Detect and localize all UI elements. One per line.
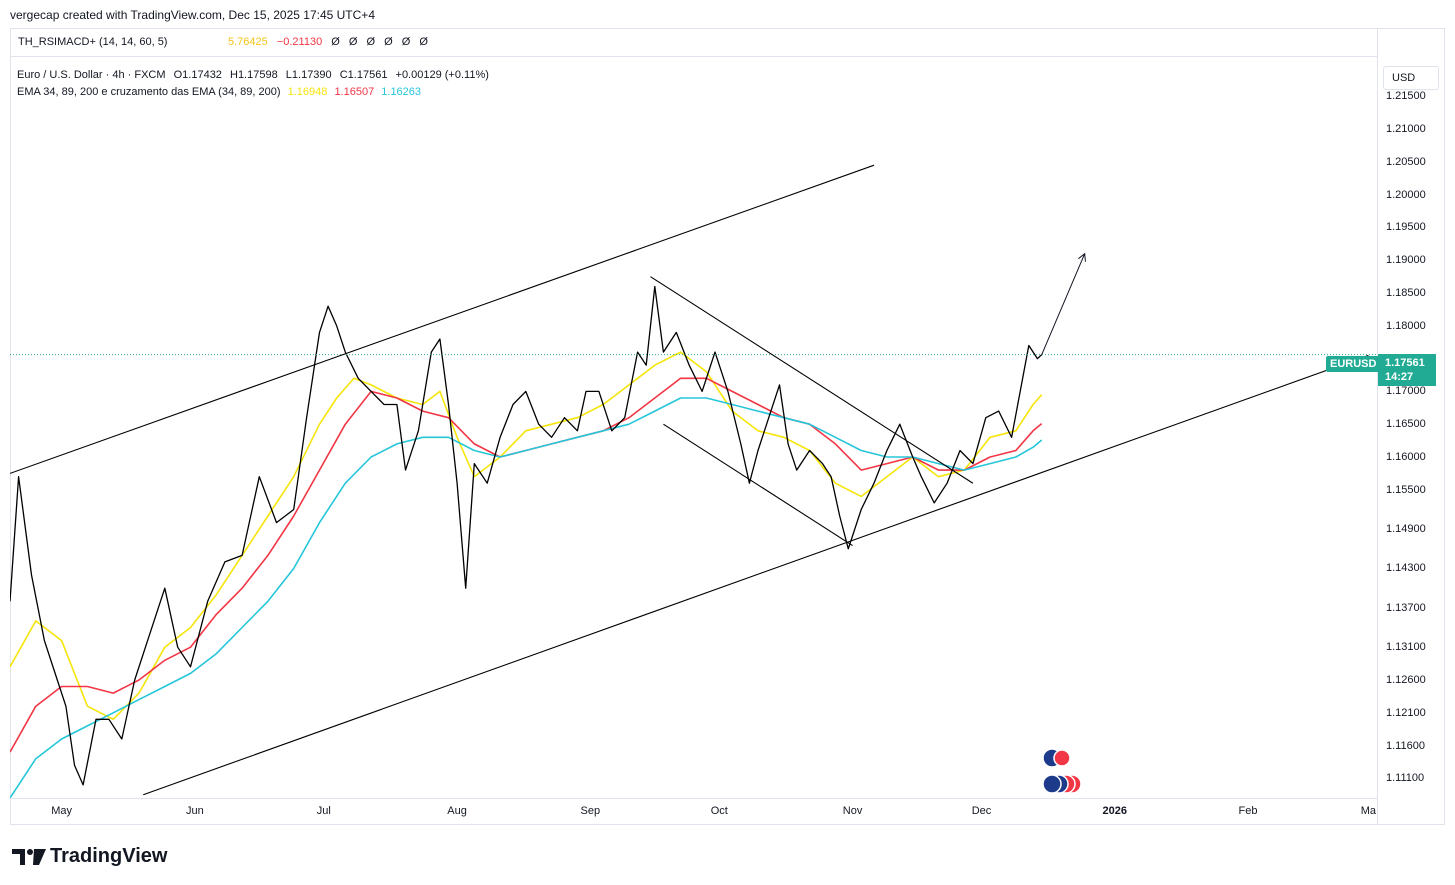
price-tick-label: 1.17000 — [1386, 385, 1426, 398]
indicator-zero: Ø — [401, 36, 411, 48]
attribution: vergecap created with TradingView.com, D… — [10, 8, 375, 22]
price-tick-label: 1.16500 — [1386, 418, 1426, 431]
ema-legend: EMA 34, 89, 200 e cruzamento das EMA (34… — [17, 86, 425, 98]
ohlc-open: O1.17432 — [173, 69, 222, 81]
time-tick-label: Jun — [185, 805, 204, 817]
series-line-eurusd — [10, 285, 1043, 786]
price-tick-label: 1.14900 — [1386, 523, 1426, 536]
price-tick-label: 1.18000 — [1386, 319, 1426, 332]
event-markers — [1041, 252, 1086, 794]
price-tick-label: 1.12600 — [1386, 673, 1426, 686]
time-tick-label: Feb — [1238, 805, 1258, 817]
price-tick-label: 1.15500 — [1386, 483, 1426, 496]
indicator-zero: Ø — [419, 36, 428, 48]
indicator-value-2: −0.21130 — [276, 36, 323, 48]
bar-countdown: 14:27 — [1385, 371, 1414, 383]
series-line-ema-200 — [10, 397, 1043, 798]
price-tick-label: 1.12100 — [1386, 706, 1426, 719]
price-tick-label: 1.19500 — [1386, 221, 1426, 234]
time-tick-label: Aug — [447, 805, 467, 817]
price-tick-label: 1.11600 — [1386, 739, 1425, 752]
series-line-ema-34 — [10, 351, 1043, 721]
tradingview-logo-text: TradingView — [50, 845, 168, 867]
ohlc-close: C1.17561 — [339, 69, 388, 81]
tradingview-logo[interactable]: TradingView — [12, 845, 167, 868]
time-tick-label: Oct — [710, 805, 728, 817]
price-tick-label: 1.21000 — [1386, 123, 1426, 136]
price-axis-border — [1377, 28, 1378, 825]
ohlc-low: L1.17390 — [285, 69, 332, 81]
price-tick-label: 1.13700 — [1386, 601, 1426, 614]
ema89-value: 1.16507 — [334, 86, 375, 98]
time-tick-label: 2026 — [1102, 805, 1128, 817]
price-tick-label: 1.20000 — [1386, 188, 1426, 201]
indicator-values: 5.76425 −0.21130 Ø Ø Ø Ø Ø Ø — [228, 36, 434, 48]
ema-label[interactable]: EMA 34, 89, 200 e cruzamento das EMA (34… — [17, 86, 281, 98]
price-tick-label: 1.19000 — [1386, 254, 1426, 267]
projection-arrow[interactable] — [1041, 253, 1086, 355]
tradingview-logo-icon — [12, 848, 46, 865]
ohlc-high: H1.17598 — [230, 69, 278, 81]
trendline-flag-lower[interactable] — [663, 423, 853, 546]
price-tick-label: 1.11100 — [1386, 772, 1425, 785]
price-tick-label: 1.21500 — [1386, 90, 1426, 103]
economic-event-icon[interactable] — [1042, 774, 1062, 794]
us-flag-icon[interactable] — [1053, 749, 1071, 767]
price-tick-label: 1.14300 — [1386, 562, 1426, 575]
series-layer — [10, 285, 1043, 798]
symbol-price-tag: EURUSD — [1326, 356, 1381, 372]
indicator-zero: Ø — [366, 36, 376, 48]
last-price-value: 1.17561 — [1385, 357, 1425, 369]
time-tick-label: Nov — [842, 805, 863, 817]
indicator-zero: Ø — [384, 36, 393, 48]
projection-arrow-head — [1078, 252, 1086, 262]
time-tick-label: Sep — [580, 805, 601, 817]
series-line-ema-89 — [10, 377, 1043, 753]
chart-pane[interactable] — [10, 28, 1445, 825]
symbol-title[interactable]: Euro / U.S. Dollar · 4h · FXCM — [17, 69, 166, 81]
price-tick-label: 1.20500 — [1386, 155, 1426, 168]
ema200-value: 1.16263 — [381, 86, 422, 98]
trendline-channel-upper[interactable] — [10, 164, 875, 474]
indicator-zero: Ø — [348, 36, 358, 48]
trendline-channel-lower[interactable] — [143, 354, 1369, 796]
ohlc-change: +0.00129 (+0.11%) — [395, 69, 489, 81]
last-price-tag: 1.17561 14:27 — [1378, 354, 1436, 386]
drawings-layer — [10, 164, 1377, 796]
symbol-legend: Euro / U.S. Dollar · 4h · FXCM O1.17432 … — [17, 69, 494, 81]
price-tick-label: 1.16000 — [1386, 451, 1426, 463]
price-tick-label: 1.18500 — [1386, 287, 1426, 300]
trendline-flag-upper[interactable] — [650, 276, 974, 484]
ema34-value: 1.16948 — [287, 86, 328, 98]
time-tick-label: Jul — [316, 805, 331, 817]
indicator-name[interactable]: TH_RSIMACD+ (14, 14, 60, 5) — [18, 36, 168, 48]
time-tick-label: May — [51, 805, 72, 817]
time-tick-label: Dec — [971, 805, 992, 817]
price-tick-label: 1.13100 — [1386, 641, 1426, 654]
currency-button[interactable]: USD — [1383, 66, 1439, 90]
time-axis-border — [10, 798, 1377, 799]
indicator-zero: Ø — [331, 36, 340, 48]
time-tick-label: Ma — [1360, 805, 1377, 817]
indicator-value-1: 5.76425 — [228, 36, 268, 48]
indicator-strip: TH_RSIMACD+ (14, 14, 60, 5) 5.76425 −0.2… — [10, 28, 1377, 57]
